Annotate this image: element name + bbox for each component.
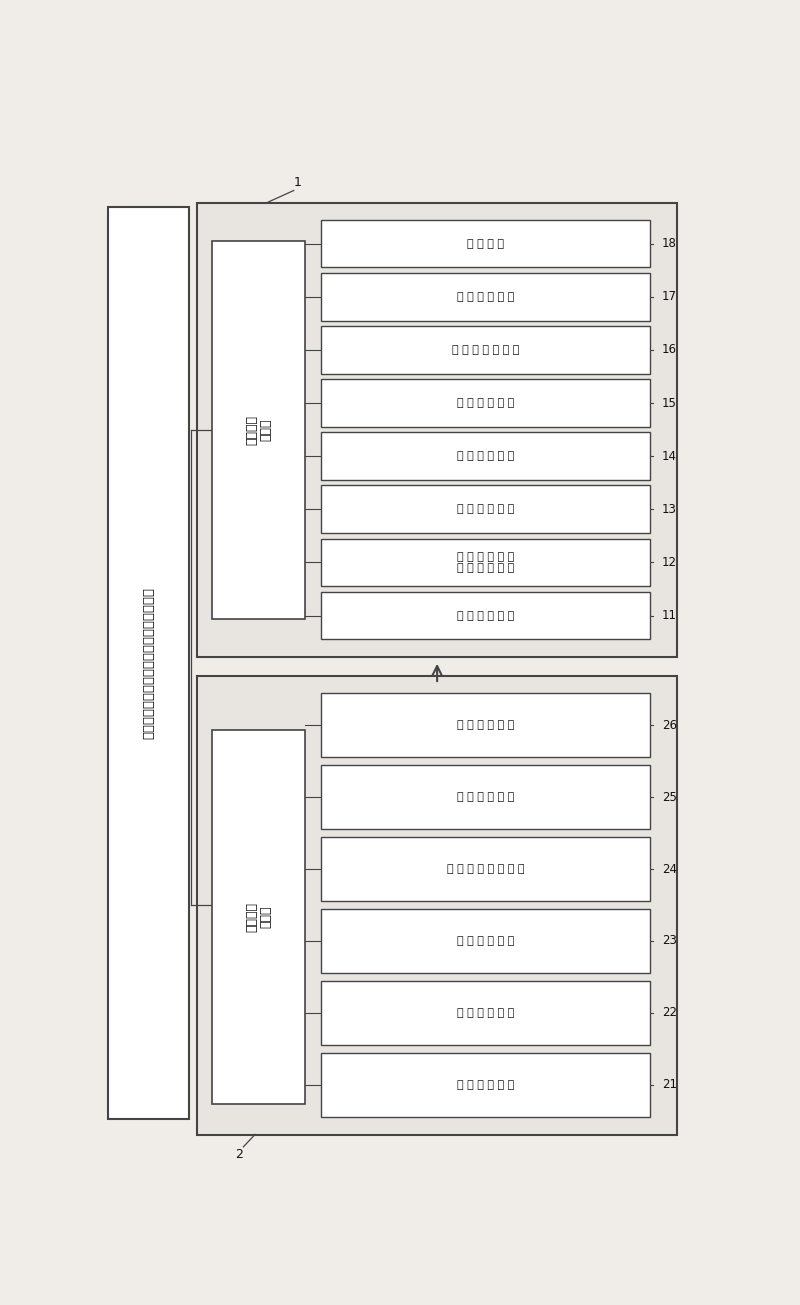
Text: 驱 丰 命 令 板 驱 模 拟: 驱 丰 命 令 板 驱 模 拟 (447, 864, 524, 874)
Bar (321, 219, 650, 268)
Bar (321, 693, 650, 757)
Text: 14: 14 (662, 450, 677, 463)
Text: 起重机通用主梁参数化计算机辅助设计系统: 起重机通用主梁参数化计算机辅助设计系统 (142, 587, 155, 739)
Text: 25: 25 (662, 791, 677, 804)
Text: 11: 11 (662, 609, 677, 622)
Bar (321, 326, 650, 373)
Bar (321, 432, 650, 480)
Bar (321, 539, 650, 586)
Text: 23: 23 (662, 934, 677, 947)
Text: 18: 18 (662, 238, 677, 251)
Bar (197, 676, 678, 1134)
Bar (321, 981, 650, 1045)
Text: 12: 12 (662, 556, 677, 569)
Text: 1: 1 (294, 176, 302, 189)
Bar (321, 1053, 650, 1117)
Text: 26: 26 (662, 719, 677, 732)
Text: 驱 驱 示 板 模 拟: 驱 驱 示 板 模 拟 (457, 1079, 514, 1090)
Text: 2: 2 (235, 1148, 243, 1161)
Bar (108, 206, 189, 1120)
Text: 17: 17 (662, 290, 677, 303)
Text: 以 丰 滞 日 模 拟: 以 丰 滞 日 模 拟 (457, 398, 514, 408)
Text: 24: 24 (662, 863, 677, 876)
Bar (321, 380, 650, 427)
Text: 22: 22 (662, 1006, 677, 1019)
Text: 驱 驱 驱 入 模 拟: 驱 驱 驱 入 模 拟 (457, 936, 514, 946)
Bar (321, 765, 650, 829)
Bar (321, 591, 650, 639)
Bar (212, 241, 306, 619)
Text: 吊 案 模 拟: 吊 案 模 拟 (467, 239, 504, 249)
Text: 参 驱 脐 回 模 拟: 参 驱 脐 回 模 拟 (457, 611, 514, 620)
Bar (321, 273, 650, 321)
Bar (321, 485, 650, 534)
Bar (212, 731, 306, 1104)
Text: 参数图形
驱动台: 参数图形 驱动台 (245, 902, 273, 932)
Text: 右 某 驱 板 模 拟: 右 某 驱 板 模 拟 (457, 720, 514, 731)
Bar (321, 908, 650, 974)
Text: 图 际 形 回 模 拟: 图 际 形 回 模 拟 (457, 504, 514, 514)
Text: 荣 用 命 令 模 拟: 荣 用 命 令 模 拟 (457, 452, 514, 461)
Text: 各 板 厚 度 模 拟: 各 板 厚 度 模 拟 (457, 292, 514, 301)
Text: 13: 13 (662, 502, 677, 515)
Text: 有 板 驱 量 模 拟: 有 板 驱 量 模 拟 (457, 792, 514, 803)
Text: 各 截 面 刚 度 模 拟: 各 截 面 刚 度 模 拟 (452, 345, 519, 355)
Text: 综合检验
审核台: 综合检验 审核台 (245, 415, 273, 445)
Text: 15: 15 (662, 397, 677, 410)
Bar (197, 202, 678, 658)
Text: 驱 入 板 驱 模 拟: 驱 入 板 驱 模 拟 (457, 1007, 514, 1018)
Text: 驱 驱 驱 驱 模 拟
材 驱 驱 驱 驱 拟: 驱 驱 驱 驱 模 拟 材 驱 驱 驱 驱 拟 (457, 552, 514, 573)
Bar (321, 837, 650, 902)
Text: 16: 16 (662, 343, 677, 356)
Text: 21: 21 (662, 1078, 677, 1091)
